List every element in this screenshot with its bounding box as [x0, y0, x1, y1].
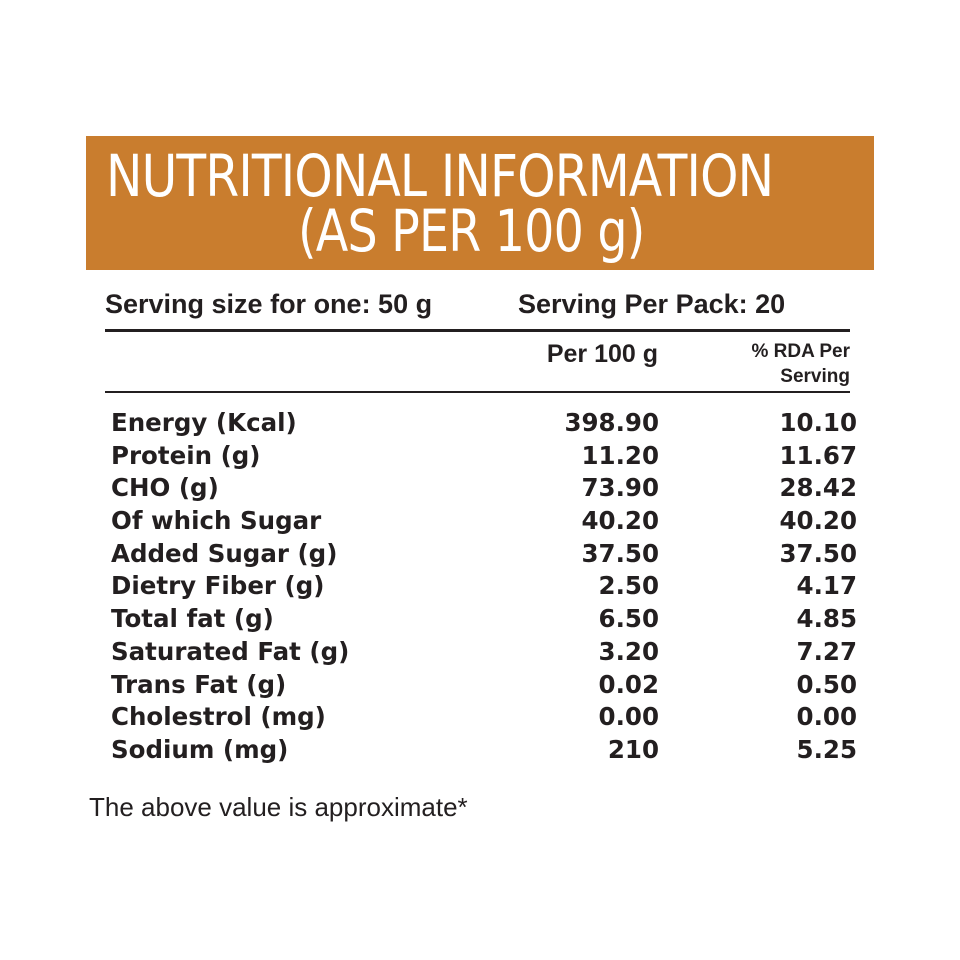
nutrient-label: Added Sugar (g) [111, 538, 338, 568]
per-100g-value: 210 [607, 734, 659, 764]
nutrient-label: Cholestrol (mg) [111, 702, 326, 732]
rda-value: 0.00 [796, 702, 857, 732]
serving-per-pack: Serving Per Pack: 20 [518, 289, 786, 319]
rda-value: 28.42 [779, 473, 858, 503]
nutrient-label: Sodium (mg) [111, 734, 289, 764]
table-row: CHO (g) 73.90 28.42 [111, 472, 857, 505]
column-header-rda-line-1: % RDA Per [751, 341, 850, 362]
per-100g-value: 37.50 [581, 538, 660, 568]
nutrient-label: Of which Sugar [111, 506, 322, 536]
header-divider-top [105, 329, 850, 332]
table-row: Trans Fat (g) 0.02 0.50 [111, 669, 857, 702]
column-header-per-100g: Per 100 g [546, 340, 658, 368]
table-row: Protein (g) 11.20 11.67 [111, 440, 857, 473]
rda-value: 40.20 [779, 506, 858, 536]
nutrition-table: Energy (Kcal) 398.90 10.10 Protein (g) 1… [111, 407, 857, 767]
header-divider-bottom [105, 391, 850, 393]
per-100g-value: 40.20 [581, 506, 660, 536]
table-row: Saturated Fat (g) 3.20 7.27 [111, 636, 857, 669]
rda-value: 10.10 [779, 408, 858, 437]
title-line-1: NUTRITIONAL INFORMATION [106, 142, 774, 210]
table-row: Of which Sugar 40.20 40.20 [111, 505, 857, 538]
nutrient-label: Saturated Fat (g) [111, 636, 350, 666]
serving-size: Serving size for one: 50 g [105, 289, 433, 319]
per-100g-value: 73.90 [581, 473, 660, 503]
nutrient-label: Dietry Fiber (g) [111, 571, 325, 601]
table-row: Sodium (mg) 210 5.25 [111, 734, 857, 767]
per-100g-value: 0.00 [598, 702, 659, 732]
table-row: Dietry Fiber (g) 2.50 4.17 [111, 570, 857, 603]
nutrient-label: Energy (Kcal) [111, 408, 297, 437]
rda-value: 7.27 [796, 636, 857, 666]
per-100g-value: 2.50 [598, 571, 659, 601]
per-100g-value: 6.50 [598, 604, 659, 634]
nutrient-label: Trans Fat (g) [111, 669, 287, 699]
title-line-2: (AS PER 100 g) [298, 197, 645, 265]
per-100g-value: 11.20 [581, 440, 660, 470]
per-100g-value: 0.02 [598, 669, 659, 699]
rda-value: 4.17 [796, 571, 857, 601]
nutrient-label: CHO (g) [111, 473, 219, 503]
nutrient-label: Total fat (g) [111, 604, 274, 634]
rda-value: 0.50 [796, 669, 857, 699]
nutrient-label: Protein (g) [111, 440, 261, 470]
per-100g-value: 3.20 [598, 636, 659, 666]
rda-value: 4.85 [796, 604, 857, 634]
rda-value: 11.67 [779, 440, 858, 470]
column-header-rda-line-2: Serving [780, 366, 850, 387]
table-row: Added Sugar (g) 37.50 37.50 [111, 538, 857, 571]
column-header-rda: % RDA Per Serving [690, 339, 850, 389]
table-row: Cholestrol (mg) 0.00 0.00 [111, 701, 857, 734]
per-100g-value: 398.90 [564, 408, 659, 437]
rda-value: 5.25 [796, 734, 857, 764]
rda-value: 37.50 [779, 538, 858, 568]
title-banner: NUTRITIONAL INFORMATION (AS PER 100 g) [86, 136, 874, 270]
table-row: Total fat (g) 6.50 4.85 [111, 603, 857, 636]
table-row: Energy (Kcal) 398.90 10.10 [111, 407, 857, 440]
footnote: The above value is approximate* [89, 792, 468, 822]
